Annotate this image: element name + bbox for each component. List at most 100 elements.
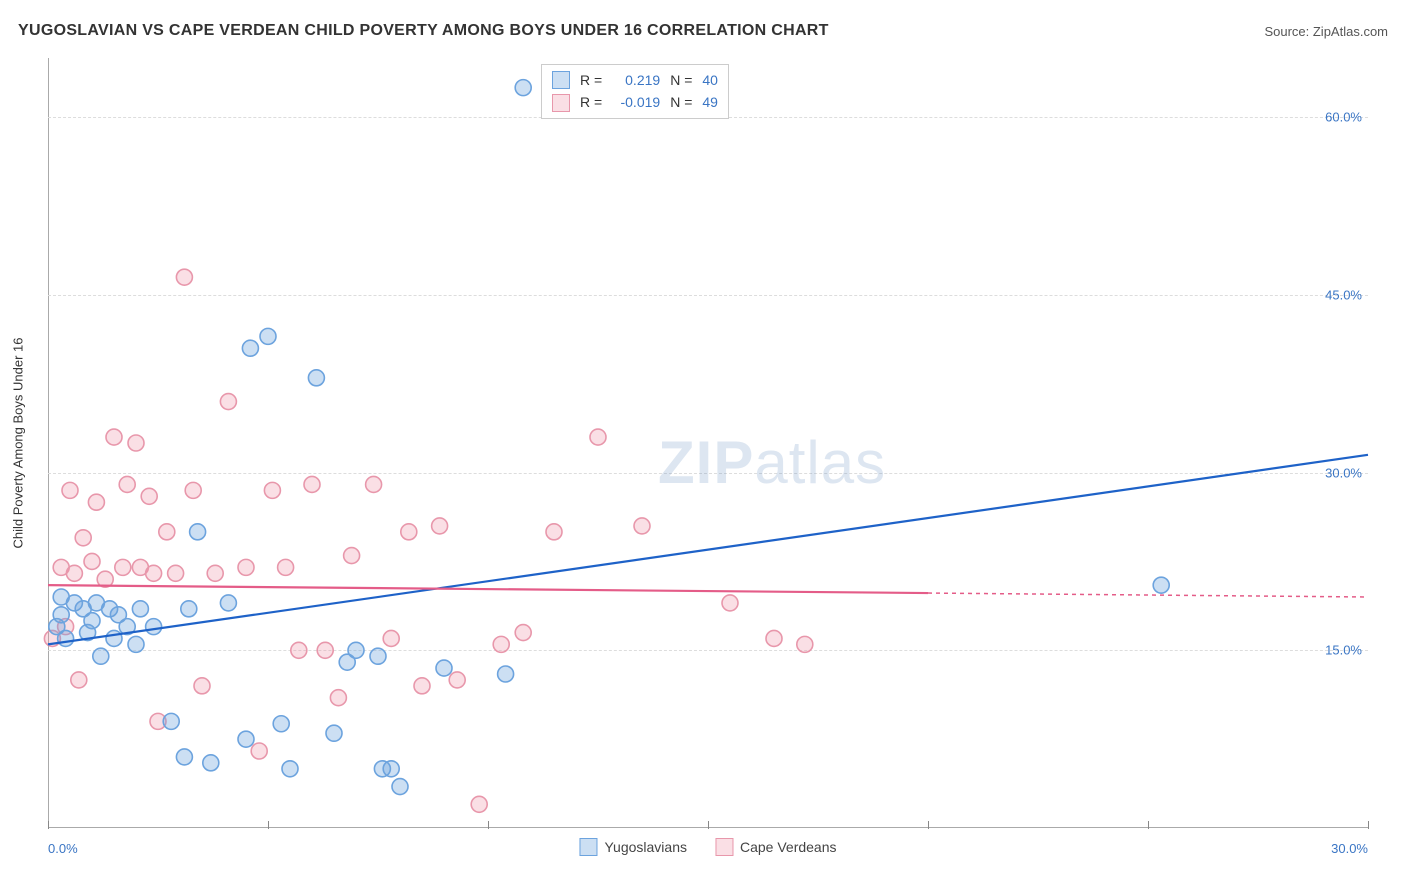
swatch-yugoslavians	[552, 71, 570, 89]
scatter-point	[326, 725, 342, 741]
scatter-point	[251, 743, 267, 759]
scatter-point	[238, 731, 254, 747]
scatter-point	[132, 601, 148, 617]
scatter-point	[62, 482, 78, 498]
scatter-point	[185, 482, 201, 498]
scatter-point	[119, 476, 135, 492]
scatter-point	[766, 630, 782, 646]
x-axis-label-left: 0.0%	[48, 841, 78, 856]
scatter-point	[181, 601, 197, 617]
scatter-point	[366, 476, 382, 492]
scatter-point	[106, 429, 122, 445]
scatter-point	[53, 607, 69, 623]
scatter-point	[304, 476, 320, 492]
scatter-point	[75, 530, 91, 546]
scatter-point	[220, 595, 236, 611]
chart-source: Source: ZipAtlas.com	[1264, 24, 1388, 39]
legend-swatch-capeverdeans	[715, 838, 733, 856]
swatch-capeverdeans	[552, 94, 570, 112]
legend-swatch-yugoslavians	[579, 838, 597, 856]
legend-item-yugoslavians: Yugoslavians	[579, 838, 687, 856]
scatter-point	[436, 660, 452, 676]
scatter-point	[590, 429, 606, 445]
scatter-point	[176, 269, 192, 285]
scatter-point	[141, 488, 157, 504]
scatter-point	[1153, 577, 1169, 593]
stat-n-capeverdeans: 49	[702, 91, 718, 113]
scatter-point	[515, 80, 531, 96]
scatter-point	[128, 636, 144, 652]
y-axis-label: Child Poverty Among Boys Under 16	[11, 338, 26, 549]
scatter-point	[190, 524, 206, 540]
stats-row-yugoslavians: R = 0.219 N = 40	[552, 69, 718, 91]
scatter-point	[260, 328, 276, 344]
scatter-point	[146, 619, 162, 635]
legend-label-capeverdeans: Cape Verdeans	[740, 839, 837, 855]
scatter-point	[370, 648, 386, 664]
stat-r-capeverdeans: -0.019	[612, 91, 660, 113]
scatter-point	[273, 716, 289, 732]
trend-line-dashed	[928, 593, 1368, 597]
scatter-point	[392, 779, 408, 795]
scatter-point	[58, 630, 74, 646]
scatter-point	[401, 524, 417, 540]
stat-r-label-2: R =	[580, 91, 602, 113]
scatter-point	[383, 761, 399, 777]
legend-item-capeverdeans: Cape Verdeans	[715, 838, 837, 856]
stats-legend: R = 0.219 N = 40 R = -0.019 N = 49	[541, 64, 729, 119]
scatter-point	[194, 678, 210, 694]
scatter-point	[242, 340, 258, 356]
scatter-point	[634, 518, 650, 534]
legend-label-yugoslavians: Yugoslavians	[604, 839, 687, 855]
stat-r-yugoslavians: 0.219	[612, 69, 660, 91]
scatter-point	[330, 690, 346, 706]
chart-header: YUGOSLAVIAN VS CAPE VERDEAN CHILD POVERT…	[18, 22, 1388, 40]
scatter-point	[282, 761, 298, 777]
scatter-point	[308, 370, 324, 386]
x-tick	[1368, 821, 1369, 829]
stat-n-label-2: N =	[670, 91, 692, 113]
scatter-point	[546, 524, 562, 540]
scatter-point	[383, 630, 399, 646]
x-axis-label-right: 30.0%	[1331, 841, 1368, 856]
scatter-point	[797, 636, 813, 652]
scatter-point	[203, 755, 219, 771]
scatter-point	[71, 672, 87, 688]
scatter-point	[168, 565, 184, 581]
stats-row-capeverdeans: R = -0.019 N = 49	[552, 91, 718, 113]
scatter-point	[498, 666, 514, 682]
trend-line	[48, 585, 928, 593]
scatter-point	[291, 642, 307, 658]
stat-r-label: R =	[580, 69, 602, 91]
scatter-point	[220, 394, 236, 410]
scatter-point	[146, 565, 162, 581]
scatter-point	[449, 672, 465, 688]
scatter-point	[115, 559, 131, 575]
scatter-point	[348, 642, 364, 658]
chart-container: YUGOSLAVIAN VS CAPE VERDEAN CHILD POVERT…	[0, 0, 1406, 892]
plot-area: Child Poverty Among Boys Under 16 15.0%3…	[48, 58, 1368, 828]
scatter-point	[515, 625, 531, 641]
scatter-point	[159, 524, 175, 540]
scatter-point	[176, 749, 192, 765]
trend-line	[48, 455, 1368, 645]
scatter-point	[238, 559, 254, 575]
chart-title: YUGOSLAVIAN VS CAPE VERDEAN CHILD POVERT…	[18, 22, 829, 40]
stat-n-label: N =	[670, 69, 692, 91]
scatter-point	[317, 642, 333, 658]
scatter-point	[432, 518, 448, 534]
scatter-point	[414, 678, 430, 694]
scatter-point	[106, 630, 122, 646]
scatter-point	[264, 482, 280, 498]
scatter-point	[207, 565, 223, 581]
scatter-point	[93, 648, 109, 664]
bottom-legend: Yugoslavians Cape Verdeans	[579, 838, 836, 856]
scatter-point	[88, 494, 104, 510]
scatter-point	[278, 559, 294, 575]
scatter-point	[110, 607, 126, 623]
scatter-point	[66, 565, 82, 581]
scatter-point	[163, 713, 179, 729]
scatter-point	[493, 636, 509, 652]
stat-n-yugoslavians: 40	[702, 69, 718, 91]
scatter-point	[722, 595, 738, 611]
